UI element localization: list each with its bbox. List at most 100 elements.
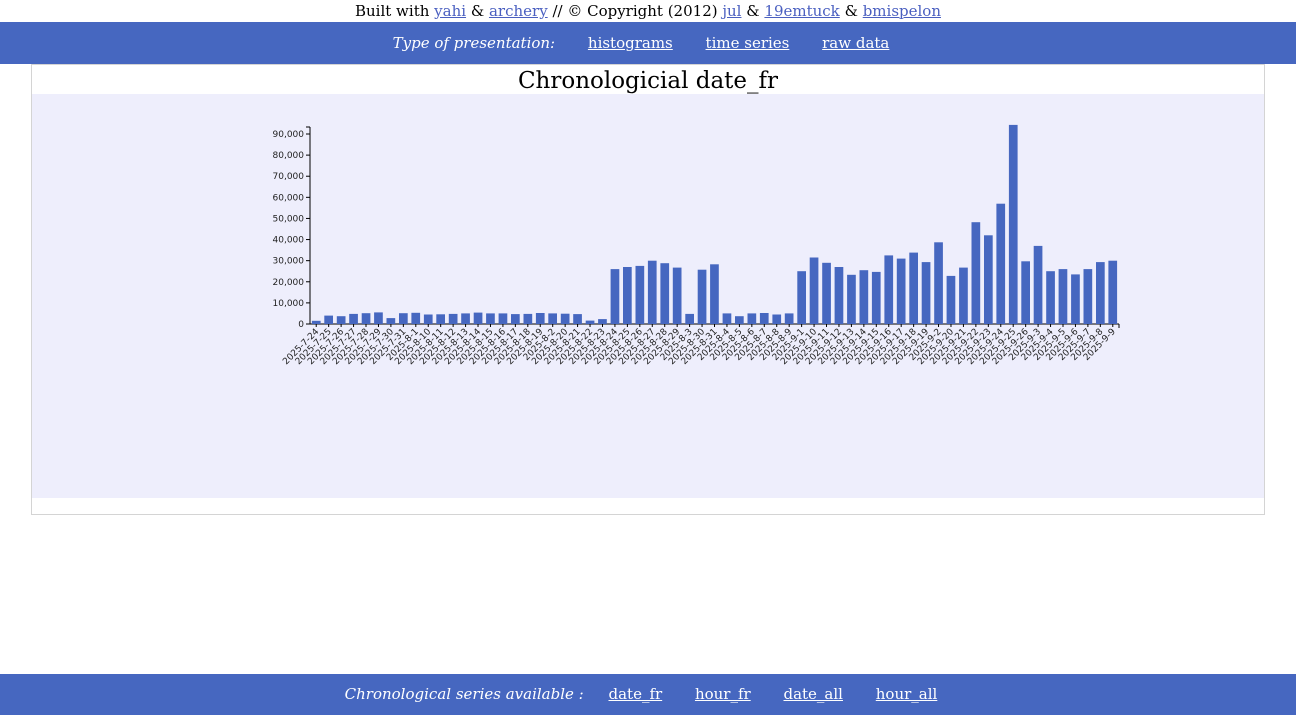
bar[interactable] (647, 260, 657, 324)
bar[interactable] (1033, 245, 1043, 324)
bar[interactable] (859, 270, 869, 324)
bar[interactable] (896, 258, 906, 324)
bar[interactable] (436, 314, 445, 324)
bar[interactable] (560, 313, 570, 324)
bar[interactable] (797, 271, 806, 324)
y-tick-label: 90,000 (273, 130, 305, 140)
bar[interactable] (1021, 261, 1030, 324)
bar[interactable] (834, 267, 844, 324)
time-series-link[interactable]: time series (705, 34, 790, 52)
bar[interactable] (1046, 271, 1055, 324)
bar[interactable] (361, 313, 371, 324)
bar[interactable] (1096, 262, 1105, 324)
bar[interactable] (1008, 124, 1018, 325)
credits-amp-3: & (844, 2, 858, 20)
bar[interactable] (722, 313, 732, 324)
bar[interactable] (660, 263, 670, 324)
bar[interactable] (349, 313, 358, 324)
bar[interactable] (461, 313, 470, 324)
bar[interactable] (486, 313, 495, 324)
y-tick-label: 10,000 (273, 299, 305, 309)
bar[interactable] (423, 314, 433, 325)
bar[interactable] (697, 269, 707, 324)
bar[interactable] (623, 267, 632, 324)
y-tick-label: 0 (298, 320, 304, 330)
bar[interactable] (535, 313, 545, 324)
bar[interactable] (710, 264, 719, 324)
credits-copyright: // © Copyright (2012) (552, 2, 718, 20)
bar[interactable] (984, 235, 993, 324)
presentation-label: Type of presentation: (392, 34, 556, 52)
bar[interactable] (921, 262, 931, 324)
credits-amp-1: & (470, 2, 485, 20)
y-tick-label: 50,000 (273, 214, 305, 224)
bmispelon-link[interactable]: bmispelon (862, 2, 941, 20)
bar[interactable] (1108, 260, 1118, 324)
bar[interactable] (336, 316, 346, 324)
bar[interactable] (1058, 269, 1068, 324)
y-tick-label: 20,000 (273, 278, 305, 288)
bar[interactable] (735, 316, 744, 324)
chart-title: Chronologicial date_fr (517, 68, 779, 94)
archery-link[interactable]: archery (488, 2, 548, 20)
bar[interactable] (784, 313, 794, 324)
chart-panel: Chronologicial date_fr 0 10,000 20,000 30,0… (31, 64, 1265, 515)
bar[interactable] (996, 203, 1006, 324)
credits-amp-2: & (746, 2, 760, 20)
bar[interactable] (747, 313, 757, 324)
bar[interactable] (411, 312, 421, 324)
y-tick-label: 40,000 (273, 236, 305, 246)
bar[interactable] (523, 313, 533, 324)
bar[interactable] (685, 313, 694, 324)
bar[interactable] (324, 315, 333, 324)
credits-line: Built with yahi & archery // © Copyright… (0, 0, 1296, 22)
bar[interactable] (399, 313, 408, 324)
bar[interactable] (1071, 274, 1080, 324)
bar-chart: 0 10,000 20,000 30,000 40,000 50,000 60,000 70,… (273, 124, 1120, 367)
y-tick-label: 70,000 (273, 172, 305, 182)
y-tick-label: 60,000 (273, 193, 305, 203)
bar[interactable] (759, 313, 769, 324)
bar[interactable] (548, 313, 557, 324)
date-all-link[interactable]: date_all (783, 685, 843, 703)
raw-data-link[interactable]: raw data (822, 34, 890, 52)
bar[interactable] (909, 252, 918, 324)
bar[interactable] (311, 320, 321, 324)
bar[interactable] (871, 271, 881, 324)
bar[interactable] (809, 257, 819, 325)
bar[interactable] (884, 255, 894, 324)
bar[interactable] (473, 312, 483, 324)
bar[interactable] (959, 267, 968, 324)
19emtuck-link[interactable]: 19emtuck (764, 2, 840, 20)
bar[interactable] (971, 222, 981, 324)
bar[interactable] (386, 318, 396, 324)
credits-prefix: Built with (354, 2, 430, 20)
bar[interactable] (822, 262, 831, 324)
bar[interactable] (598, 319, 607, 324)
bar[interactable] (934, 242, 943, 324)
hour-fr-link[interactable]: hour_fr (694, 685, 751, 703)
bar[interactable] (672, 267, 682, 324)
bar[interactable] (635, 265, 645, 324)
y-tick-label: 80,000 (273, 151, 305, 161)
bar[interactable] (585, 320, 595, 324)
bar[interactable] (511, 314, 520, 324)
bar[interactable] (772, 314, 782, 325)
bar[interactable] (610, 269, 620, 324)
jul-link[interactable]: jul (722, 2, 742, 20)
bar[interactable] (847, 274, 856, 324)
presentation-nav: Type of presentation: histograms time se… (0, 22, 1296, 64)
date-fr-link[interactable]: date_fr (608, 685, 663, 703)
bar[interactable] (448, 313, 458, 324)
bar[interactable] (374, 312, 383, 324)
bar[interactable] (498, 313, 508, 324)
bar[interactable] (573, 314, 582, 324)
yahi-link[interactable]: yahi (434, 2, 467, 20)
histograms-link[interactable]: histograms (587, 34, 673, 52)
bar[interactable] (946, 275, 956, 324)
hour-all-link[interactable]: hour_all (875, 685, 938, 703)
bar[interactable] (1083, 269, 1093, 324)
series-nav: Chronological series available : date_fr… (0, 674, 1296, 715)
series-label: Chronological series available : (344, 685, 584, 703)
y-tick-label: 30,000 (273, 257, 305, 267)
